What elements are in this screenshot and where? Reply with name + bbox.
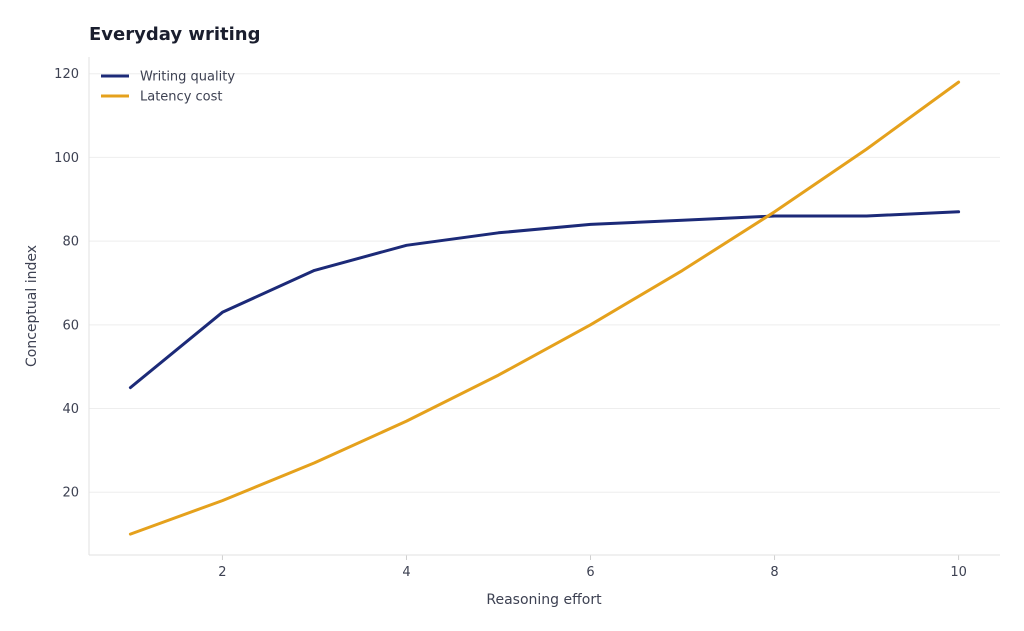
y-tick-label: 60 (62, 318, 79, 333)
series-line-writing-quality (128, 210, 961, 390)
chart-title: Everyday writing (89, 24, 260, 45)
legend-label-latency-cost: Latency cost (140, 90, 223, 105)
y-tick-label: 20 (62, 486, 79, 501)
grid-layer (89, 73, 1000, 493)
y-tick-label: 40 (62, 402, 79, 417)
legend-label-writing-quality: Writing quality (140, 70, 235, 85)
x-tick-label: 2 (218, 565, 226, 580)
legend: Writing quality Latency cost (101, 70, 235, 105)
x-tick-label: 4 (402, 565, 410, 580)
y-tick-label: 80 (62, 235, 79, 250)
y-axis-label: Conceptual index (24, 245, 40, 367)
y-tick-label: 120 (54, 67, 79, 82)
series-layer (128, 80, 961, 536)
x-tick-label: 8 (770, 565, 778, 580)
x-tick-label: 6 (586, 565, 594, 580)
series-line-latency-cost (128, 80, 961, 536)
x-tick-label: 10 (950, 565, 967, 580)
x-axis-label: Reasoning effort (486, 592, 602, 608)
axes-layer: 20 40 60 80 100 120 2 4 6 8 10 (54, 57, 1000, 580)
y-tick-label: 100 (54, 151, 79, 166)
